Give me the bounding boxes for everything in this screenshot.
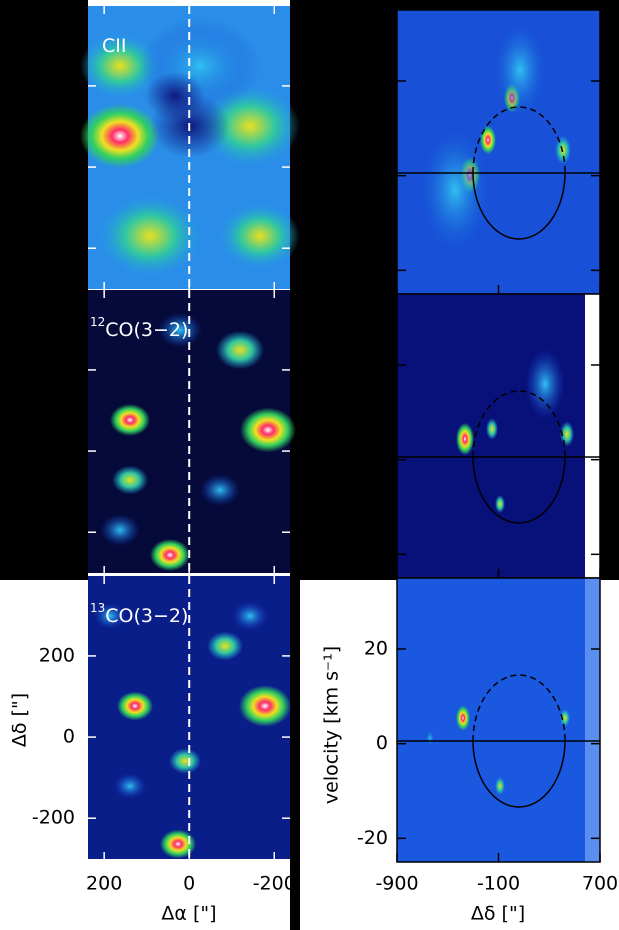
emission bbox=[425, 729, 435, 747]
emission bbox=[456, 422, 474, 456]
emission bbox=[240, 407, 296, 453]
emission bbox=[145, 72, 205, 120]
emission bbox=[239, 685, 291, 727]
emission bbox=[495, 495, 505, 513]
y-tick-label: -200 bbox=[32, 807, 75, 829]
emission bbox=[80, 34, 160, 98]
y-tick-label: 0 bbox=[63, 726, 75, 748]
emission bbox=[112, 465, 148, 495]
emission bbox=[490, 16, 550, 124]
emission bbox=[110, 404, 150, 436]
emission bbox=[220, 204, 300, 268]
y-tick-label: 20 bbox=[364, 638, 388, 660]
emission bbox=[486, 418, 498, 440]
emission bbox=[94, 603, 126, 629]
blank-strip bbox=[585, 294, 600, 578]
emission bbox=[200, 474, 240, 506]
emission bbox=[456, 705, 470, 731]
ellipse-lower bbox=[472, 740, 566, 808]
panel-label-sup: 13 bbox=[90, 601, 105, 615]
y-axis-label: Δδ ["] bbox=[9, 693, 31, 747]
emission bbox=[495, 777, 505, 795]
y-axis-label: velocity [km s⁻¹] bbox=[321, 646, 343, 804]
emission bbox=[114, 773, 146, 799]
ellipse-lower bbox=[472, 172, 566, 240]
ellipse-lower bbox=[472, 456, 566, 524]
emission bbox=[100, 514, 140, 546]
emission bbox=[80, 104, 160, 168]
emission bbox=[100, 196, 200, 276]
y-tick-label: -20 bbox=[357, 827, 388, 849]
blank-strip bbox=[585, 578, 600, 862]
x-axis-label: Δα ["] bbox=[161, 903, 216, 925]
emission bbox=[415, 118, 495, 262]
background bbox=[0, 0, 88, 580]
panel-label-text: CO(3−2) bbox=[105, 605, 188, 627]
x-tick-label: 700 bbox=[582, 873, 618, 895]
emission bbox=[232, 601, 268, 631]
pv-panels bbox=[396, 9, 601, 863]
emission bbox=[560, 709, 570, 727]
y-tick-label: 200 bbox=[39, 644, 75, 666]
panel-label: 12CO(3−2) bbox=[90, 315, 188, 341]
emission bbox=[207, 631, 243, 661]
panel-label: CII bbox=[102, 35, 126, 57]
emission bbox=[169, 748, 201, 774]
y-tick-label: 0 bbox=[376, 732, 388, 754]
x-tick-label: 200 bbox=[86, 873, 122, 895]
emission bbox=[117, 691, 153, 721]
emission bbox=[150, 539, 190, 571]
panel-label-text: CO(3−2) bbox=[105, 319, 188, 341]
x-tick-label: -200 bbox=[253, 873, 296, 895]
emission bbox=[160, 829, 196, 859]
x-tick-label: 0 bbox=[183, 873, 195, 895]
panel-label: 13CO(3−2) bbox=[90, 601, 188, 627]
x-tick-label: -100 bbox=[477, 873, 520, 895]
emission bbox=[216, 330, 264, 370]
emission bbox=[158, 312, 202, 348]
x-axis-label: Δδ ["] bbox=[471, 903, 525, 925]
separator bbox=[290, 0, 300, 930]
emission bbox=[525, 348, 565, 420]
x-tick-label: -900 bbox=[375, 873, 418, 895]
panel-label-sup: 12 bbox=[90, 315, 105, 329]
emission bbox=[555, 135, 571, 165]
panel-label-text: CII bbox=[102, 35, 126, 57]
